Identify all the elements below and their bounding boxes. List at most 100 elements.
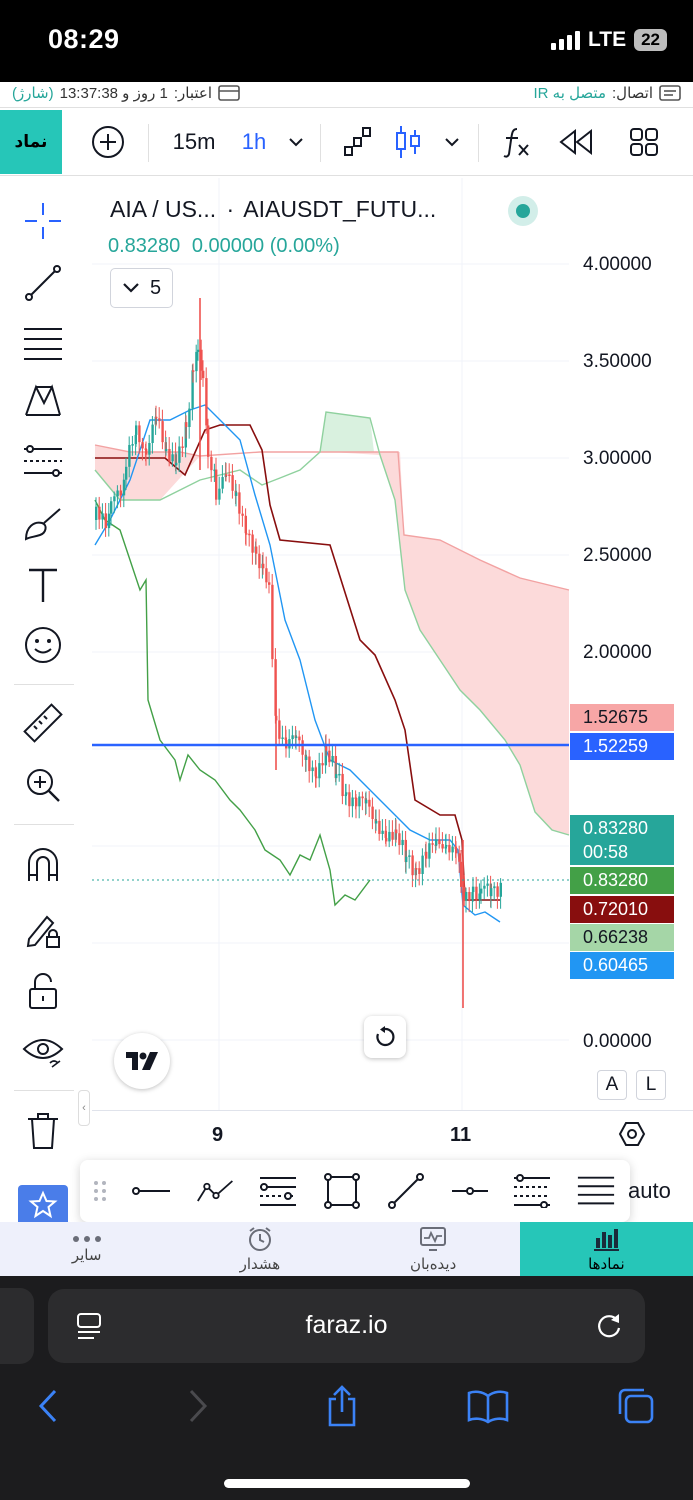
reset-chart-button[interactable] xyxy=(364,1016,406,1058)
chart-style-button[interactable] xyxy=(340,120,376,164)
candle-body xyxy=(490,888,493,897)
lagging-price-tag: 0.66238 xyxy=(570,924,674,951)
drag-dots-icon xyxy=(94,1181,106,1201)
candle-body xyxy=(185,422,188,428)
trend-line-tool[interactable] xyxy=(20,260,66,306)
zoom-in-tool[interactable] xyxy=(20,762,66,808)
text-t-icon xyxy=(29,568,57,602)
nav-item-symbols[interactable]: نمادها xyxy=(519,1222,693,1276)
candle-body xyxy=(128,444,131,467)
candle-body xyxy=(480,888,483,894)
horizontal-line-tool[interactable] xyxy=(450,1171,490,1211)
lock-drawing-tool[interactable] xyxy=(20,906,66,952)
hline-price-tag[interactable]: 1.52259 xyxy=(570,733,674,760)
candle-body xyxy=(165,448,168,452)
more-dots-icon xyxy=(72,1235,101,1242)
candle-body xyxy=(225,474,228,476)
measure-tool[interactable] xyxy=(20,700,66,746)
tabs-button[interactable] xyxy=(614,1384,658,1428)
candle-body xyxy=(113,496,116,502)
candle-body xyxy=(195,351,198,372)
charge-link[interactable]: (شارژ) xyxy=(12,85,54,102)
forward-button[interactable] xyxy=(176,1384,220,1428)
crosshair-tool[interactable] xyxy=(20,198,66,244)
indicators-button[interactable] xyxy=(498,120,534,164)
connection-value: متصل به IR xyxy=(533,85,606,102)
candle-body xyxy=(455,849,458,854)
candles-button[interactable] xyxy=(392,120,424,164)
fib-channel-tool[interactable] xyxy=(258,1171,298,1211)
symbol-button[interactable]: نماد xyxy=(0,110,62,174)
layout-button[interactable] xyxy=(626,120,662,164)
hide-drawings-tool[interactable] xyxy=(20,1028,66,1074)
nav-item-watchlist[interactable]: دیده‌بان xyxy=(347,1222,520,1276)
chart-type-dropdown[interactable] xyxy=(440,120,464,164)
auto-label[interactable]: auto xyxy=(628,1178,671,1203)
replay-button[interactable] xyxy=(556,120,596,164)
price-axis-label: 4.00000 xyxy=(583,254,652,275)
interval-dropdown[interactable] xyxy=(284,120,308,164)
path-tool[interactable] xyxy=(196,1171,236,1211)
last-price-tag: 0.83280 00:58 xyxy=(570,815,674,865)
time-axis-label: 9 xyxy=(212,1124,224,1146)
function-fx-icon xyxy=(503,128,529,158)
chart-toolbar: نماد 15m 1h xyxy=(0,108,693,176)
candle-body xyxy=(411,855,414,876)
candle-body xyxy=(155,416,158,419)
reader-icon[interactable] xyxy=(74,1311,104,1341)
candle-body xyxy=(301,740,304,755)
add-symbol-button[interactable] xyxy=(88,120,128,164)
drag-handle[interactable] xyxy=(84,1171,116,1211)
nav-item-more[interactable]: سایر xyxy=(0,1222,173,1276)
text-tool[interactable] xyxy=(20,562,66,608)
lock-all-tool[interactable] xyxy=(20,968,66,1014)
candle-body xyxy=(135,425,138,435)
price-chart[interactable] xyxy=(92,178,693,1160)
candle-body xyxy=(493,886,496,889)
prediction-tool[interactable] xyxy=(20,438,66,484)
reload-icon[interactable] xyxy=(594,1311,624,1341)
interval-15m[interactable]: 15m xyxy=(172,129,216,154)
candle-body xyxy=(231,475,234,491)
log-scale-button[interactable]: L xyxy=(636,1070,666,1100)
path-icon xyxy=(197,1180,233,1202)
previous-tab-preview[interactable] xyxy=(0,1288,34,1364)
back-button[interactable] xyxy=(26,1384,70,1428)
tradingview-logo[interactable] xyxy=(114,1033,170,1089)
indicators-collapse-button[interactable]: 5 xyxy=(110,268,173,308)
auto-scale-button[interactable]: A xyxy=(597,1070,627,1100)
chart-settings-button[interactable] xyxy=(618,1120,646,1148)
symbol-legend[interactable]: AIA / US... · AIAUSDT_FUTU... xyxy=(110,196,436,223)
brush-tool[interactable] xyxy=(20,500,66,546)
line-tool[interactable] xyxy=(386,1171,426,1211)
fib-extension-icon xyxy=(514,1174,550,1208)
bottom-navigation: سایر هشدار دیده‌بان نمادها xyxy=(0,1222,693,1276)
time-axis[interactable] xyxy=(92,1110,693,1160)
favorites-button[interactable] xyxy=(18,1185,68,1225)
pattern-tool[interactable] xyxy=(20,378,66,424)
account-credit[interactable]: اعتبار: 1 روز و 13:37:38 (شارژ) xyxy=(12,84,240,102)
fib-extension-tool[interactable] xyxy=(512,1171,552,1211)
address-bar[interactable]: faraz.io xyxy=(48,1289,645,1363)
nav-item-alerts[interactable]: هشدار xyxy=(173,1222,346,1276)
candle-body xyxy=(151,424,154,443)
horizontal-ray-icon xyxy=(132,1187,170,1195)
plus-circle-icon xyxy=(92,126,124,158)
bookmarks-button[interactable] xyxy=(466,1384,510,1428)
candle-body xyxy=(213,469,216,472)
remove-drawings-tool[interactable] xyxy=(20,1108,66,1154)
interval-1h[interactable]: 1h xyxy=(241,129,267,154)
fib-retracement-fav-tool[interactable] xyxy=(576,1171,616,1211)
candle-body xyxy=(148,442,151,455)
ios-status-bar: 08:29 LTE 22 xyxy=(0,0,693,82)
emoji-tool[interactable] xyxy=(20,622,66,668)
horizontal-ray-tool[interactable] xyxy=(132,1171,172,1211)
collapse-toolbar-handle[interactable]: ‹ xyxy=(78,1090,90,1126)
magnet-tool[interactable] xyxy=(20,842,66,888)
candle-body xyxy=(181,446,184,448)
magnet-icon xyxy=(28,848,58,881)
share-button[interactable] xyxy=(320,1384,364,1428)
market-open-indicator xyxy=(508,196,538,226)
fib-retracement-tool[interactable] xyxy=(20,320,66,366)
rectangle-tool[interactable] xyxy=(322,1171,362,1211)
